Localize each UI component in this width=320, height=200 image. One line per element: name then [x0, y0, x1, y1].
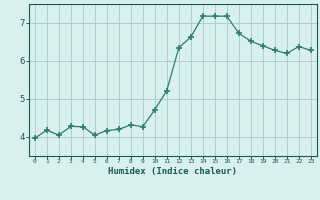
X-axis label: Humidex (Indice chaleur): Humidex (Indice chaleur)	[108, 167, 237, 176]
